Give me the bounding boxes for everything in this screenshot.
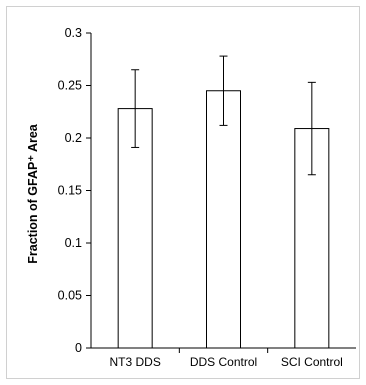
y-tick-label: 0.2: [65, 131, 82, 145]
x-category-label: SCI Control: [281, 355, 343, 369]
y-tick-label: 0.25: [58, 79, 82, 93]
y-axis-title: Fraction of GFAP⁺ Area: [26, 123, 40, 264]
y-tick-label: 0.05: [58, 289, 82, 303]
bar: [206, 90, 241, 349]
bar: [117, 108, 153, 349]
x-category-label: NT3 DDS: [109, 355, 160, 369]
y-tick-label: 0.15: [58, 184, 82, 198]
y-tick-label: 0: [75, 341, 82, 355]
x-category-label: DDS Control: [190, 355, 257, 369]
y-tick-label: 0.3: [65, 26, 82, 40]
y-tick-label: 0.1: [65, 236, 82, 250]
